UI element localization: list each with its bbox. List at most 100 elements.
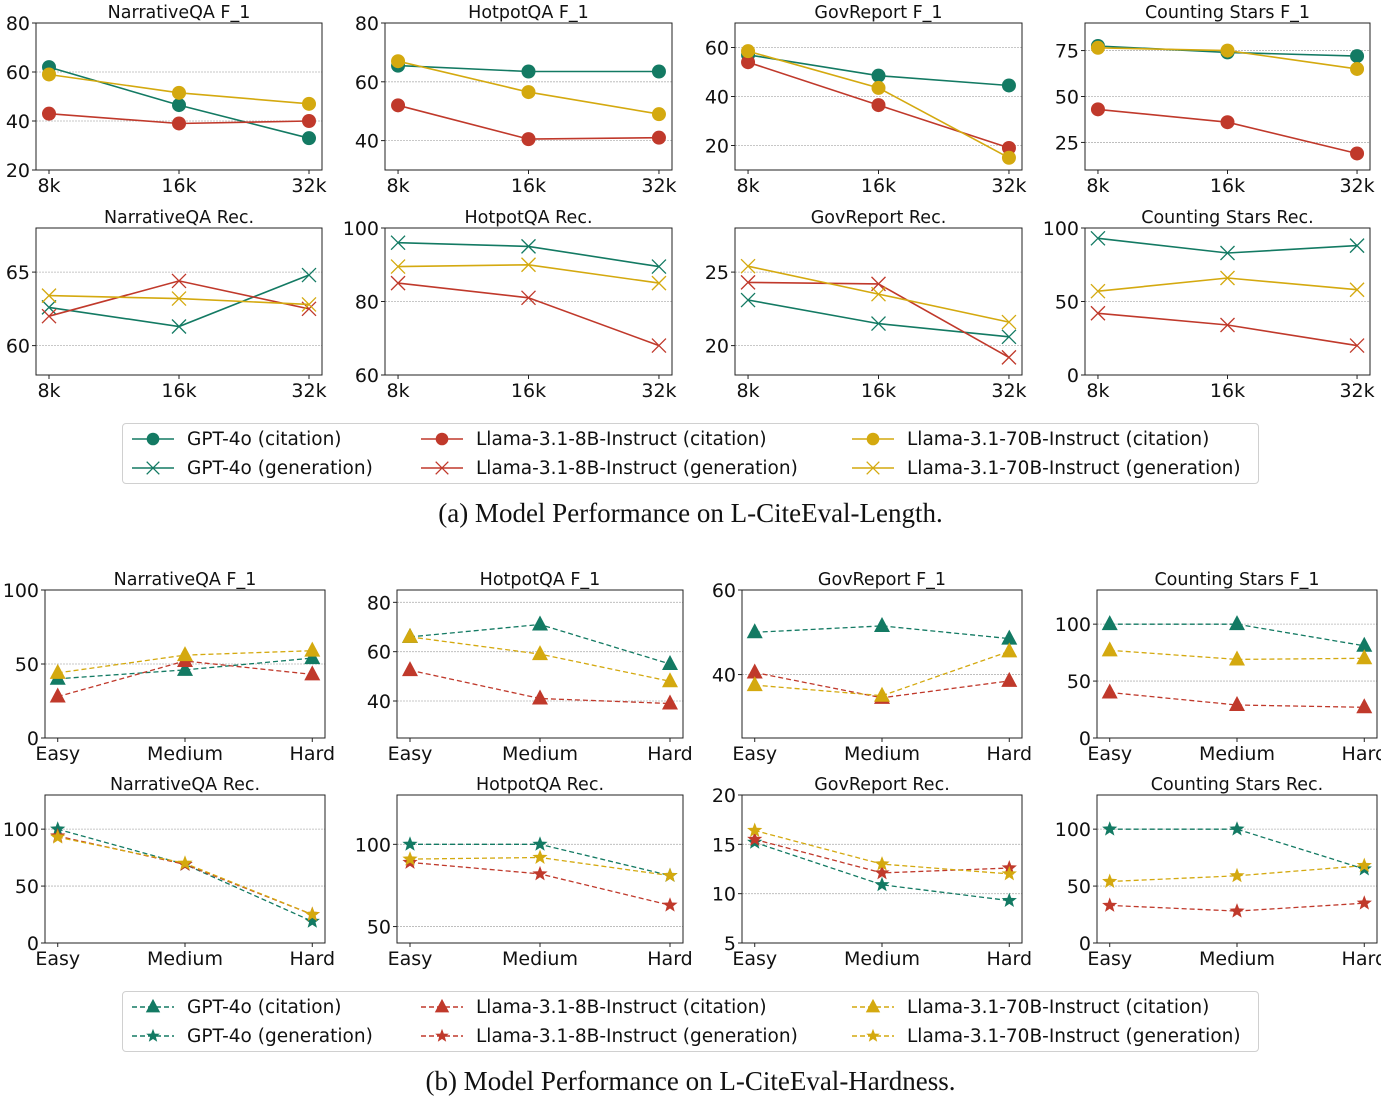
y-tick-label: 100 [1043,218,1079,240]
data-point [874,864,890,880]
star-marker-icon [421,1028,463,1042]
series-line [1097,277,1358,292]
y-tick-label: 40 [705,87,729,109]
series-llama70b [1102,857,1372,888]
subplot-narrativeqa-f-1-length: 20 40 60 80 8k 16k 32k NarrativeQA F_1 [6,3,327,197]
x-tick-label: 8k [1086,380,1109,402]
data-point [1001,892,1017,907]
data-point [662,672,678,688]
x-tick-label: Easy [35,948,80,970]
legend-marker [146,461,160,475]
legend-item: Llama-3.1-8B-Instruct (citation) [420,994,767,1020]
data-point [747,822,763,837]
data-point [1229,650,1245,666]
y-tick-label: 25 [705,262,729,284]
y-tick-label: 100 [343,218,379,240]
legend-marker [145,998,161,1013]
series-llama70b [391,54,666,122]
legend-marker [865,998,881,1013]
data-point [651,130,666,145]
y-tick-label: 60 [712,580,736,602]
series-line [57,836,313,916]
series-line [747,299,1010,338]
x-tick-label: 8k [386,380,409,402]
x-marker-icon [852,461,894,475]
data-point [177,646,193,662]
legend-label: Llama-3.1-8B-Instruct (generation) [476,1025,798,1047]
data-point [1356,698,1373,714]
series-llama70b [1090,270,1365,299]
series-llama8b [391,98,666,147]
legend-label: Llama-3.1-8B-Instruct (citation) [476,428,767,450]
subplot-title: Counting Stars F_1 [1154,570,1319,590]
data-point [532,645,548,661]
y-tick-label: 100 [1055,819,1091,841]
subplot-title: GovReport F_1 [818,570,946,590]
data-point [1350,49,1365,64]
data-point [741,55,756,70]
series-llama8b [740,274,1017,365]
data-point [651,338,667,354]
x-tick-label: 16k [511,380,546,402]
series-line [397,282,660,347]
subplot-govreport-rec--hardness: 5 10 15 20 Easy Medium Hard GovReport Rec. [712,775,1032,970]
x-tick-label: Medium [844,743,920,765]
x-tick-label: 8k [1086,175,1109,197]
legend-item: Llama-3.1-70B-Instruct (citation) [851,426,1209,452]
x-tick-label: 16k [1210,380,1245,402]
legend-marker [146,1028,160,1042]
subplot-hotpotqa-f-1-hardness: 40 60 80 Easy Medium Hard HotpotQA F_1 [367,570,693,765]
x-tick-label: 32k [1339,380,1374,402]
data-point [871,68,886,83]
data-point [1001,349,1017,365]
data-point [662,897,678,912]
x-tick-label: Medium [502,948,578,970]
series-llama70b [50,829,320,921]
axes-frame [44,589,326,739]
subplot-title: HotpotQA F_1 [468,3,589,23]
data-point [1001,671,1018,687]
legend-item: GPT-4o (generation) [131,1023,373,1049]
y-tick-label: 65 [6,262,30,284]
x-tick-label: 32k [991,175,1026,197]
series-llama70b [402,627,678,688]
series-gpt4o [390,235,667,275]
y-tick-label: 20 [705,136,729,158]
data-point [874,856,890,871]
data-point [1229,903,1245,918]
data-point [177,855,193,870]
data-point [871,80,886,95]
data-point [1220,317,1235,333]
axes-frame [1084,22,1371,171]
series-llama70b [1090,40,1365,76]
series-llama70b [740,258,1017,330]
series-llama70b [390,257,667,291]
y-tick-label: 50 [1067,671,1091,693]
x-tick-label: 16k [861,380,896,402]
x-tick-label: Medium [1199,743,1275,765]
y-tick-label: 40 [712,665,736,687]
x-tick-label: Hard [1342,948,1381,970]
data-point [1356,857,1372,873]
legend-marker [435,461,449,475]
series-llama70b [402,849,678,882]
subplot-title: Counting Stars Rec. [1141,208,1314,228]
subplot-govreport-f-1-length: 20 40 60 8k 16k 32k GovReport F_1 [705,3,1027,197]
y-tick-label: 0 [27,933,39,955]
data-point [302,96,316,111]
x-tick-label: Easy [732,743,777,765]
subplot-counting-stars-f-1-hardness: 0 50 100 Easy Medium Hard Counting Stars F_1 [1055,570,1381,765]
y-tick-label: 100 [3,580,39,602]
data-point [521,290,536,306]
legend-marker [866,1028,880,1042]
y-tick-label: 100 [1055,614,1091,636]
series-gpt4o [402,615,678,670]
data-point [1001,140,1016,155]
subplot-title: NarrativeQA Rec. [104,208,254,228]
x-tick-label: Easy [388,948,433,970]
data-point [532,689,548,705]
subplot-title: HotpotQA Rec. [464,208,592,228]
x-tick-label: Easy [1087,948,1132,970]
data-point [302,114,316,128]
x-tick-label: Hard [647,743,692,765]
